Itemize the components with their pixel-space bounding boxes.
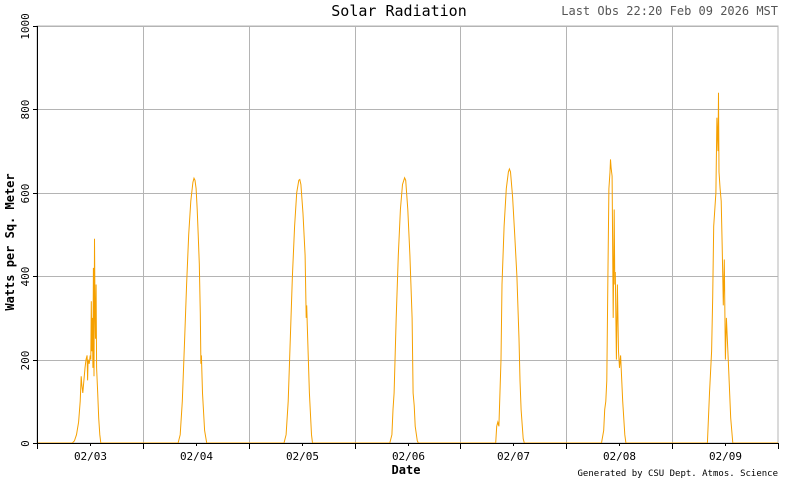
grid-layer bbox=[36, 25, 779, 444]
y-axis-label: Watts per Sq. Meter bbox=[3, 173, 17, 310]
last-observation-text: Last Obs 22:20 Feb 09 2026 MST bbox=[561, 4, 778, 18]
series-layer bbox=[37, 92, 778, 444]
y-tick-label: 200 bbox=[19, 351, 32, 371]
axis-layer: 0 200 400 600 800 1000 02/03 02/04 02/05 02/06 02/… bbox=[19, 13, 779, 463]
solar-radiation-series-line bbox=[37, 92, 778, 444]
x-tick-label: 02/09 bbox=[709, 450, 742, 463]
x-tick-label: 02/08 bbox=[603, 450, 636, 463]
x-tick-label: 02/04 bbox=[180, 450, 213, 463]
y-tick-label: 1000 bbox=[19, 13, 32, 40]
y-tick-label: 400 bbox=[19, 267, 32, 287]
chart-title: Solar Radiation bbox=[331, 2, 466, 20]
x-axis-label: Date bbox=[392, 463, 421, 477]
x-tick-label: 02/07 bbox=[497, 450, 530, 463]
y-tick-label: 800 bbox=[19, 100, 32, 120]
y-tick-label: 600 bbox=[19, 184, 32, 204]
credit-text: Generated by CSU Dept. Atmos. Science bbox=[578, 469, 778, 479]
x-tick-label: 02/05 bbox=[286, 450, 319, 463]
y-tick-label: 0 bbox=[19, 440, 32, 447]
x-tick-label: 02/03 bbox=[74, 450, 107, 463]
x-tick-label: 02/06 bbox=[392, 450, 425, 463]
plot-frame bbox=[36, 25, 779, 444]
